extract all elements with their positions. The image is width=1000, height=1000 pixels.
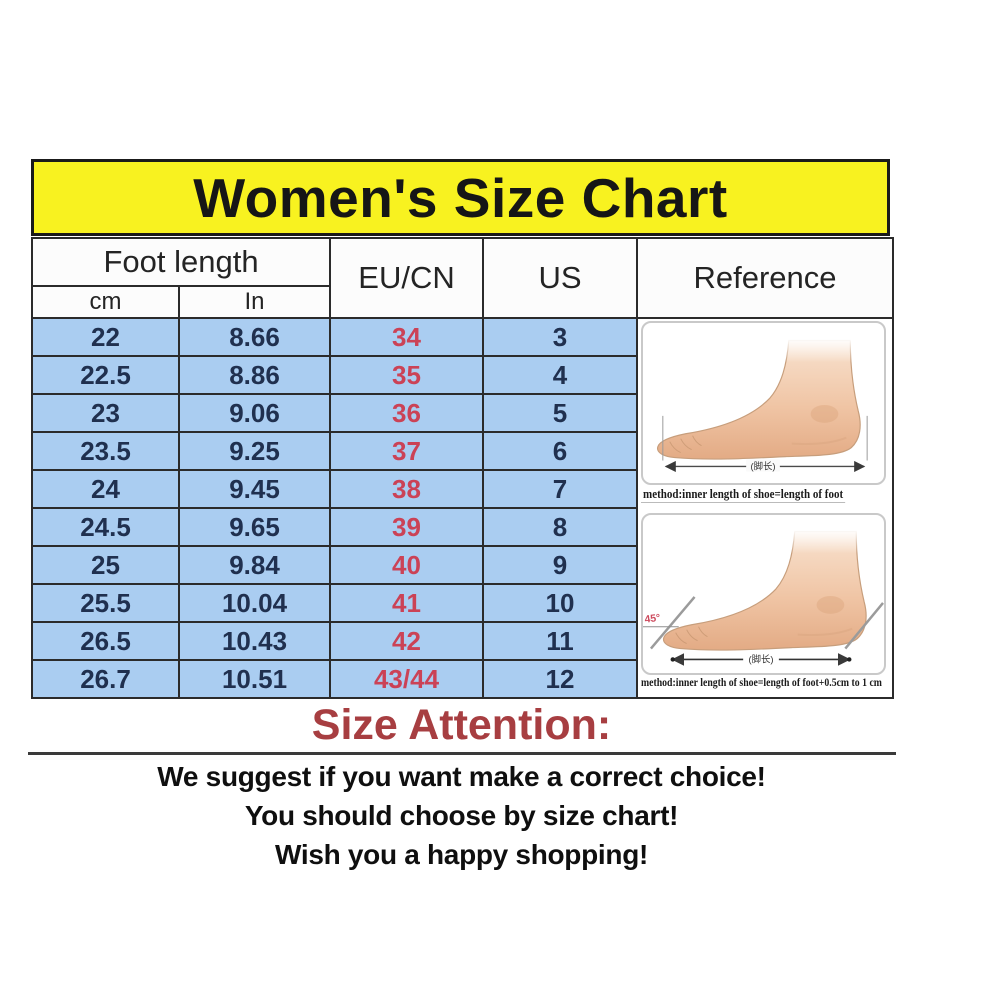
- header-foot-length: Foot length: [30, 237, 332, 287]
- angle-label: 45°: [644, 613, 661, 626]
- in-value: 9.06: [177, 393, 332, 433]
- toe-board-line: [650, 596, 696, 650]
- table-row: 23 9.06 36 5: [31, 393, 893, 433]
- us-value: 8: [482, 507, 639, 547]
- eu-value: 43/44: [329, 659, 485, 699]
- in-value: 8.86: [177, 355, 332, 395]
- divider-line: [28, 752, 896, 755]
- header-reference: Reference: [636, 237, 895, 319]
- in-value: 10.51: [177, 659, 332, 699]
- foot-side-view-image-1: (脚长): [656, 337, 868, 473]
- cm-value: 23: [31, 393, 180, 433]
- us-value: 7: [482, 469, 639, 509]
- eu-value: 41: [329, 583, 485, 623]
- table-row: 25 9.84 40 9: [31, 545, 893, 585]
- header-us: US: [482, 237, 639, 319]
- in-value: 9.25: [177, 431, 332, 471]
- attention-line: We suggest if you want make a correct ch…: [157, 761, 766, 792]
- eu-value: 40: [329, 545, 485, 585]
- measurement-arrow-icon: (脚长): [664, 459, 866, 473]
- foot-length-label: (脚长): [750, 460, 775, 471]
- table-row: 26.5 10.43 42 11: [31, 621, 893, 661]
- eu-value: 34: [329, 317, 485, 357]
- attention-text: We suggest if you want make a correct ch…: [31, 757, 892, 874]
- table-row: 22.5 8.86 35 4: [31, 355, 893, 395]
- foot-length-label: (脚长): [748, 653, 773, 664]
- us-value: 9: [482, 545, 639, 585]
- us-value: 6: [482, 431, 639, 471]
- table-row: 22 8.66 34 3 (脚长): [31, 317, 895, 699]
- foot-measure-card-2: 45° (脚长): [641, 513, 887, 675]
- size-table: Foot length EU/CN US Reference cm In 22 …: [30, 237, 895, 699]
- heel-board-line: [844, 602, 884, 650]
- cm-value: 24.5: [31, 507, 180, 547]
- cm-value: 22.5: [31, 355, 180, 395]
- page-title: Women's Size Chart: [193, 166, 728, 229]
- us-value: 11: [482, 621, 639, 661]
- foot-side-view-image-2: 45° (脚长): [643, 528, 884, 666]
- header-in: In: [177, 285, 332, 319]
- eu-value: 38: [329, 469, 485, 509]
- cm-value: 25.5: [31, 583, 180, 623]
- in-value: 9.84: [177, 545, 332, 585]
- in-value: 10.43: [177, 621, 332, 661]
- banner: Women's Size Chart: [31, 159, 890, 236]
- table-row: 23.5 9.25 37 6: [31, 431, 893, 471]
- eu-value: 36: [329, 393, 485, 433]
- eu-value: 35: [329, 355, 485, 395]
- in-value: 8.66: [177, 317, 332, 357]
- cm-value: 24: [31, 469, 180, 509]
- eu-value: 42: [329, 621, 485, 661]
- cm-value: 22: [31, 317, 180, 357]
- eu-value: 39: [329, 507, 485, 547]
- eu-value: 37: [329, 431, 485, 471]
- size-attention-title: Size Attention:: [311, 701, 612, 749]
- us-value: 12: [482, 659, 639, 699]
- in-value: 9.65: [177, 507, 332, 547]
- attention-line: Wish you a happy shopping!: [274, 839, 649, 870]
- method-caption-2: method:inner length of shoe=length of fo…: [641, 677, 882, 689]
- attention-line: You should choose by size chart!: [244, 800, 679, 831]
- table-row: 24 9.45 38 7: [31, 469, 893, 509]
- foot-measure-card-1: (脚长): [641, 321, 887, 485]
- us-value: 4: [482, 355, 639, 395]
- us-value: 3: [482, 317, 639, 357]
- in-value: 10.04: [177, 583, 332, 623]
- header-cm: cm: [31, 285, 180, 319]
- cm-value: 26.7: [31, 659, 180, 699]
- us-value: 5: [482, 393, 639, 433]
- in-value: 9.45: [177, 469, 332, 509]
- table-row: 26.7 10.51 43/44 12: [31, 659, 893, 699]
- method-caption-1: method:inner length of shoe=length of fo…: [641, 487, 846, 503]
- header-eu-cn: EU/CN: [329, 237, 485, 319]
- cm-value: 25: [31, 545, 180, 585]
- us-value: 10: [482, 583, 639, 623]
- table-row: 25.5 10.04 41 10: [31, 583, 893, 623]
- reference-content: (脚长) method:inner length of shoe=length …: [638, 319, 892, 695]
- reference-cell: (脚长) method:inner length of shoe=length …: [636, 317, 895, 699]
- measurement-arrow-icon: (脚长): [670, 652, 852, 666]
- cm-value: 26.5: [31, 621, 180, 661]
- cm-value: 23.5: [31, 431, 180, 471]
- table-row: 24.5 9.65 39 8: [31, 507, 893, 547]
